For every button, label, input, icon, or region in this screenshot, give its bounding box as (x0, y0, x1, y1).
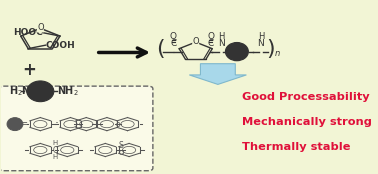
Text: o: o (116, 120, 120, 129)
Text: =: = (20, 119, 28, 129)
Text: H$_2$N: H$_2$N (9, 84, 31, 98)
Ellipse shape (226, 43, 248, 61)
Text: C: C (170, 39, 177, 48)
Text: O: O (119, 150, 124, 156)
Text: N: N (218, 39, 225, 48)
Text: ₂: ₂ (122, 150, 124, 155)
Text: R: R (36, 86, 44, 96)
Text: Thermally stable: Thermally stable (242, 142, 350, 152)
Text: R: R (12, 120, 18, 129)
Text: Mechanically strong: Mechanically strong (242, 117, 372, 127)
Text: H: H (53, 154, 58, 160)
Text: ·: · (54, 117, 58, 130)
Text: O: O (170, 32, 177, 41)
Text: C: C (53, 145, 58, 155)
Text: COOH: COOH (46, 41, 75, 50)
Text: ): ) (266, 39, 275, 59)
Ellipse shape (7, 118, 23, 130)
FancyBboxPatch shape (0, 86, 153, 171)
Text: H: H (218, 32, 224, 41)
Text: H: H (53, 140, 58, 146)
Text: (: ( (156, 39, 165, 59)
Text: O: O (37, 23, 43, 32)
Text: H: H (258, 32, 264, 41)
Polygon shape (189, 64, 246, 84)
Text: R: R (233, 47, 241, 57)
Text: O: O (192, 37, 199, 46)
Ellipse shape (27, 81, 54, 102)
Text: NH$_2$: NH$_2$ (57, 84, 79, 98)
Text: n: n (275, 49, 280, 58)
Text: O: O (207, 32, 214, 41)
Text: +: + (22, 61, 36, 79)
Text: HOOC: HOOC (13, 28, 42, 37)
Text: S: S (119, 141, 123, 150)
Text: C: C (208, 39, 214, 48)
Text: N: N (258, 39, 264, 48)
Text: Good Processability: Good Processability (242, 92, 369, 102)
